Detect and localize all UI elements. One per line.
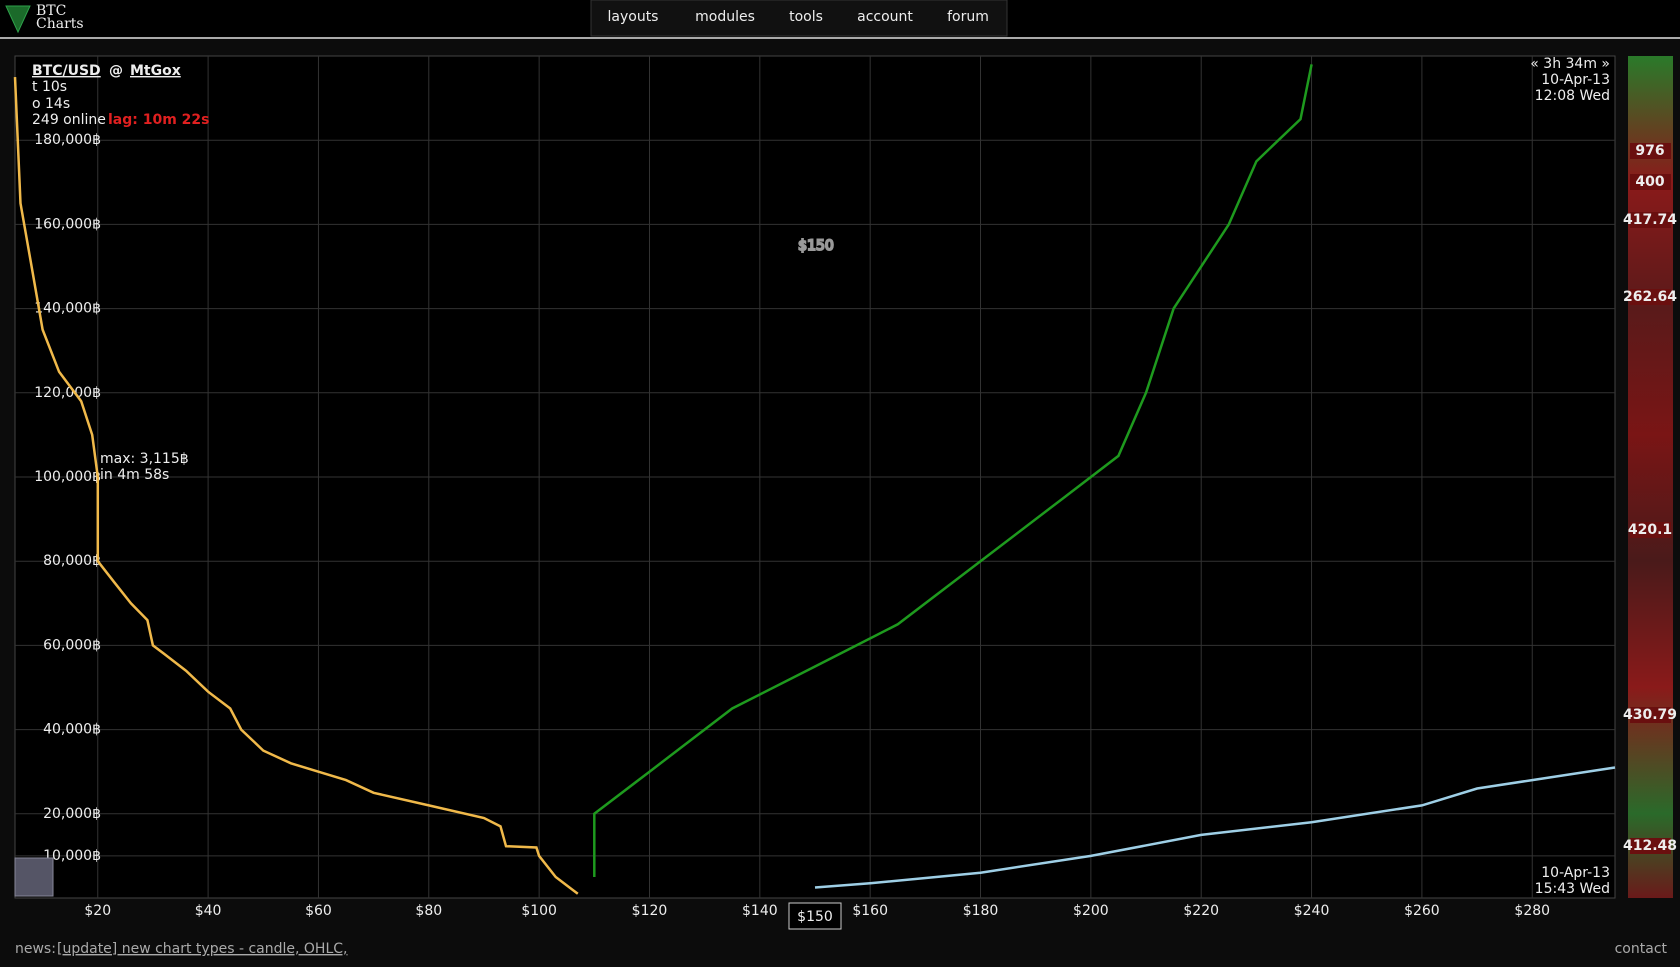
time-range[interactable]: « 3h 34m » [1530,56,1610,72]
contact-link[interactable]: contact [1615,941,1668,957]
menu-item[interactable]: modules [695,9,755,25]
menu-item[interactable]: account [857,9,913,25]
x-tick-label: $240 [1294,903,1330,919]
x-tick-label: $220 [1183,903,1219,919]
side-label: 417.74 [1623,212,1677,228]
x-tick-label: $20 [84,903,111,919]
depth-line [593,64,1313,877]
y-tick-label: 10,000฿ [43,848,101,864]
menu-item[interactable]: forum [947,9,989,25]
x-tick-label: $160 [852,903,888,919]
menu-item[interactable]: tools [789,9,823,25]
side-label-box [1630,212,1671,228]
news-link[interactable]: [update] new chart types - candle, OHLC, [57,941,347,957]
price-tag-box [788,902,842,930]
price-tag: $150 [797,909,833,925]
y-tick-label: 40,000฿ [43,722,101,738]
logo-icon[interactable] [5,5,31,34]
online-count: 249 online [32,112,106,128]
y-tick-label: 120,000฿ [34,385,101,401]
trades-age: t 10s [32,79,67,95]
x-tick-label: $40 [195,903,222,919]
x-tick-label: $140 [742,903,778,919]
start-time: 12:08 Wed [1535,88,1610,104]
y-tick-label: 100,000฿ [34,469,101,485]
side-label: 976 [1635,143,1664,159]
lag: lag: 10m 22s [108,112,210,128]
y-tick-label: 180,000฿ [34,132,101,148]
x-tick-label: $200 [1073,903,1109,919]
pair-link[interactable]: BTC/USD [32,63,101,79]
side-label-box [1630,522,1671,538]
y-tick-label: 160,000฿ [34,216,101,232]
logo-text[interactable]: Charts [36,16,84,32]
max-note: max: 3,115฿ [100,451,189,467]
heat-strip [1628,56,1673,898]
side-labels: 976 400 417.74 262.64 420.1 430.79 412.48 [1623,143,1677,854]
depth-line [814,766,1616,889]
exchange-link[interactable]: MtGox [130,63,181,79]
x-tick-label: $120 [632,903,668,919]
menu-bar [590,0,1008,37]
x-tick-label: $80 [415,903,442,919]
side-label-box [1630,174,1671,190]
x-tick-label: $100 [521,903,557,919]
end-date: 10-Apr-13 [1541,865,1610,881]
y-tick-label: 80,000฿ [43,553,101,569]
big-price: $150 [798,238,834,254]
menu-item[interactable]: layouts [608,9,659,25]
eta-note: in 4m 58s [100,467,169,483]
plot: $20 $40 $60 $80 $100 $120 $140 $160 $180 $200 $220… [13,56,1616,919]
x-tick-label: $60 [305,903,332,919]
x-tick-label: $180 [963,903,999,919]
depth-line [13,77,579,895]
logo-text[interactable]: BTC [36,3,66,19]
settings-icon[interactable] [14,857,54,897]
side-label-box [1630,289,1671,305]
side-label: 430.79 [1623,707,1677,723]
x-tick-label: $280 [1514,903,1550,919]
side-label: 400 [1635,174,1664,190]
news-label: news: [15,941,56,957]
side-label-box [1630,838,1671,854]
side-label-box [1630,143,1671,159]
y-tick-label: 20,000฿ [43,806,101,822]
side-label: 420.1 [1628,522,1672,538]
y-tick-label: 140,000฿ [34,301,101,317]
x-tick-label: $260 [1404,903,1440,919]
side-label-box [1630,707,1671,723]
at-sign: @ [109,63,123,79]
start-date: 10-Apr-13 [1541,72,1610,88]
end-time: 15:43 Wed [1535,881,1610,897]
y-tick-label: 60,000฿ [43,637,101,653]
side-label: 412.48 [1623,838,1677,854]
side-label: 262.64 [1623,289,1677,305]
orders-age: o 14s [32,96,70,112]
